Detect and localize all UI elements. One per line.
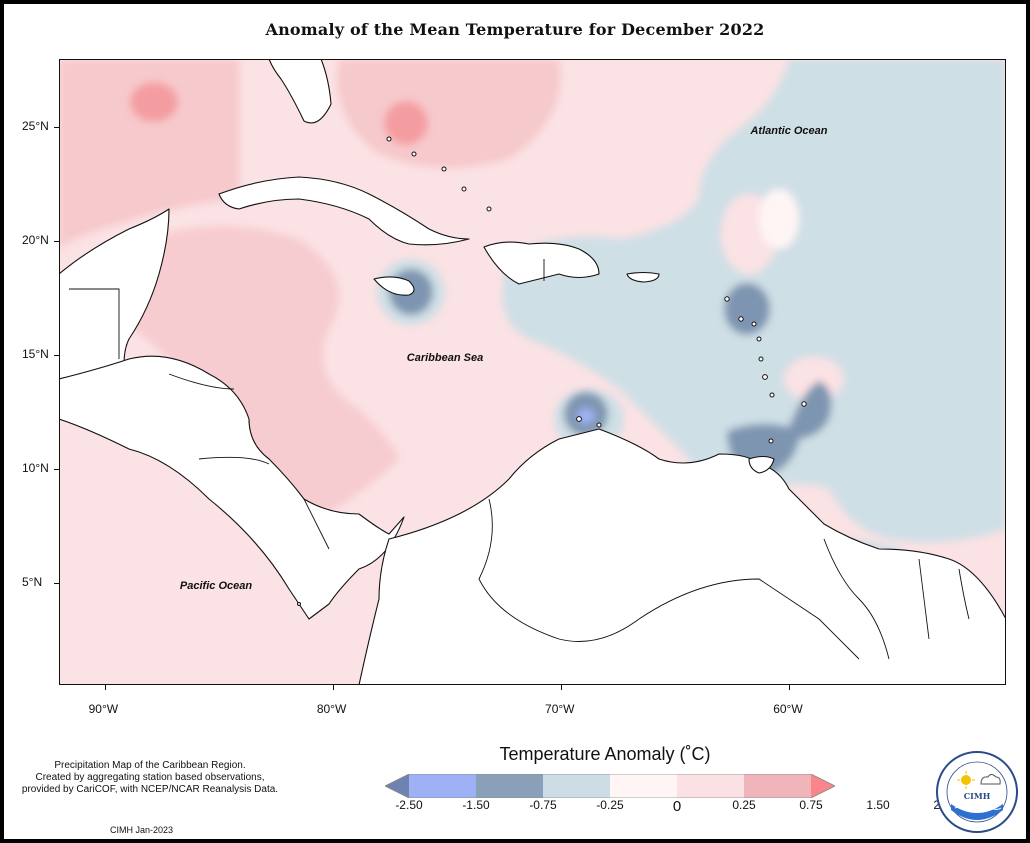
legend-label: -1.50 (462, 798, 490, 812)
notes-line-1: Precipitation Map of the Caribbean Regio… (54, 760, 246, 771)
island (441, 166, 447, 172)
legend-colorbar (385, 774, 835, 798)
island (411, 151, 417, 157)
border-line (823, 538, 890, 660)
notes-line-3: provided by CariCOF, with NCEP/NCAR Rean… (21, 784, 279, 795)
waves-icon (951, 804, 1003, 820)
lat-tick-mark (54, 468, 59, 470)
land-trinidad (748, 455, 775, 474)
legend-label: 0 (672, 798, 682, 815)
land-cuba (218, 176, 470, 246)
lat-tick-label: 5°N (22, 574, 43, 589)
anomaly-hot-bahamas (384, 101, 428, 145)
border-line (198, 456, 270, 465)
island (386, 136, 392, 142)
island (756, 336, 762, 342)
anomaly-warm-northwest (59, 59, 239, 249)
sun-icon (961, 775, 971, 785)
anomaly-warm-hole-2 (784, 357, 844, 401)
border-line (918, 558, 930, 640)
lat-tick-mark (54, 127, 59, 129)
border-line (303, 498, 330, 550)
lon-tick-mark (789, 685, 791, 690)
lon-tick-label: 70°W (545, 702, 575, 716)
map-notes: Precipitation Map of the Caribbean Regio… (8, 760, 292, 796)
border-line (168, 373, 235, 390)
island (738, 316, 744, 322)
legend-title: Temperature Anomaly (˚C) (499, 744, 711, 764)
map-panel: Atlantic Ocean Caribbean Sea Pacific Oce… (59, 59, 1006, 685)
island (769, 392, 775, 398)
legend-label: 1.50 (866, 798, 890, 812)
page-title: Anomaly of the Mean Temperature for Dece… (265, 20, 765, 39)
lon-tick-mark (104, 685, 106, 690)
island (724, 296, 730, 302)
land-jamaica (373, 276, 415, 296)
lat-tick-mark (54, 582, 59, 584)
island (486, 206, 492, 212)
lat-tick-label: 15°N (22, 346, 49, 361)
lat-tick-label: 10°N (22, 460, 49, 475)
legend-label: 0.75 (799, 798, 823, 812)
lat-tick-mark (54, 241, 59, 243)
land-puerto-rico (626, 271, 660, 283)
legend-swatch (476, 774, 543, 798)
legend-swatch (610, 774, 677, 798)
credit-text: CIMH Jan-2023 (110, 825, 174, 835)
island (801, 401, 807, 407)
border-line (638, 578, 860, 660)
land-florida (268, 59, 332, 124)
map-border (59, 59, 1006, 685)
legend-label: 0.25 (732, 798, 756, 812)
lon-tick-label: 60°W (773, 702, 803, 716)
lat-tick-label: 25°N (22, 119, 49, 134)
border-line (958, 568, 970, 620)
legend-swatch (543, 774, 610, 798)
land-central-america (59, 355, 405, 620)
notes-line-2: Created by aggregating station based obs… (35, 772, 265, 783)
cloud-icon (980, 774, 1001, 785)
island (768, 438, 774, 444)
island (461, 186, 467, 192)
island (596, 422, 602, 428)
lon-tick-label: 80°W (316, 702, 347, 716)
cimh-logo: CIMH (936, 751, 1018, 833)
island (297, 602, 301, 606)
legend-label: -0.75 (529, 798, 557, 812)
lon-tick-label: 90°W (88, 702, 119, 716)
legend-swatch (811, 774, 835, 798)
legend-swatch (744, 774, 811, 798)
legend-swatch (677, 774, 744, 798)
lon-tick-mark (561, 685, 563, 690)
legend-swatch (409, 774, 476, 798)
land-hispaniola (483, 241, 600, 285)
border-line (478, 498, 640, 642)
atlantic-ocean-label: Atlantic Ocean (749, 125, 827, 137)
island (758, 356, 764, 362)
border-line (69, 288, 120, 359)
anomaly-hot-gulf (130, 82, 178, 122)
legend-label: -0.25 (596, 798, 624, 812)
lat-tick-mark (54, 354, 59, 356)
island (576, 416, 582, 422)
legend-label: -2.50 (395, 798, 423, 812)
island (751, 321, 757, 327)
pacific-ocean-label: Pacific Ocean (180, 580, 252, 592)
island (762, 374, 768, 380)
logo-text: CIMH (964, 791, 991, 801)
anomaly-warm-hole-3 (759, 189, 799, 249)
legend-swatch (385, 774, 409, 798)
anomaly-cold-leewards (724, 283, 770, 335)
caribbean-sea-label: Caribbean Sea (407, 352, 483, 364)
lon-tick-mark (332, 685, 334, 690)
anomaly-warm-caribbean (119, 226, 399, 529)
lat-tick-label: 20°N (22, 233, 49, 248)
land-yucatan (59, 208, 170, 400)
